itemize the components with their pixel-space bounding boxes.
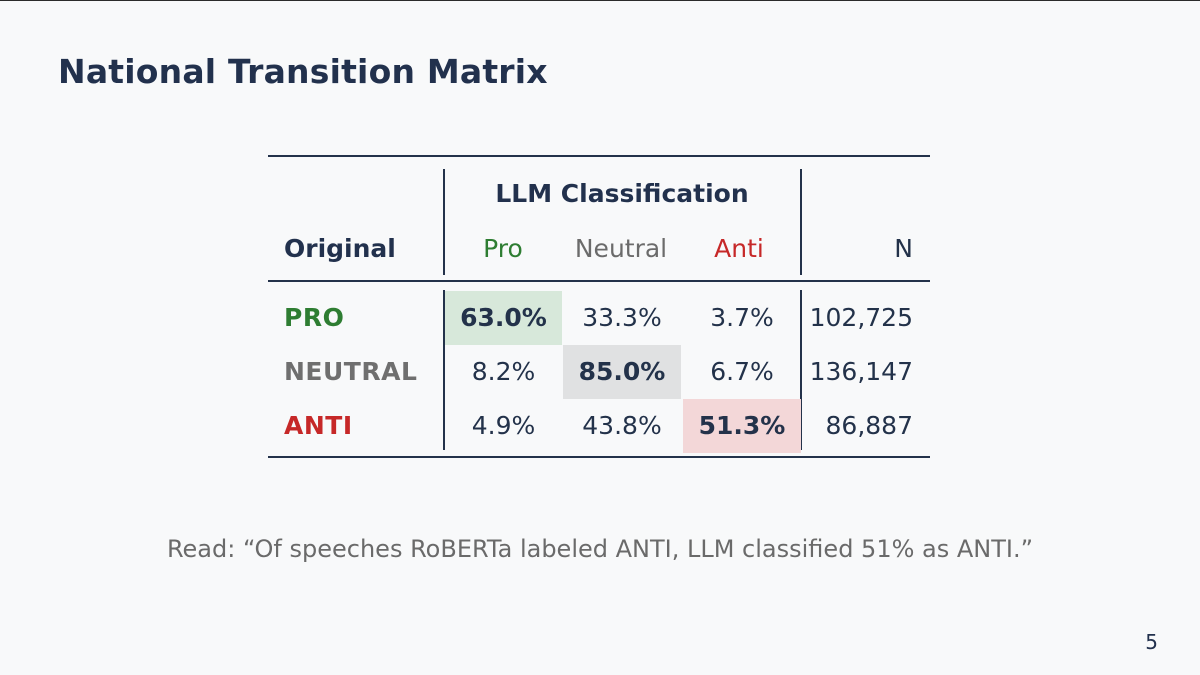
neutral-column-header: Neutral bbox=[574, 234, 668, 263]
llm-classification-header: LLM Classification bbox=[495, 179, 749, 208]
row-label-neutral: NEUTRAL bbox=[284, 357, 418, 386]
row-label-anti: ANTI bbox=[284, 411, 353, 440]
cell-anti-n: 86,887 bbox=[825, 411, 913, 440]
cell-pro-n: 102,725 bbox=[809, 303, 913, 332]
cell-anti-anti: 51.3% bbox=[683, 399, 801, 453]
table-header-rule bbox=[268, 280, 930, 282]
cell-anti-pro: 4.9% bbox=[471, 411, 536, 440]
table-bottom-rule bbox=[268, 456, 930, 458]
top-border-line bbox=[0, 0, 1200, 1]
cell-neutral-anti: 6.7% bbox=[710, 357, 774, 386]
cell-anti-neutral: 43.8% bbox=[582, 411, 662, 440]
page-number: 5 bbox=[1145, 630, 1158, 654]
table-divider-left bbox=[443, 290, 445, 450]
cell-pro-anti: 3.7% bbox=[710, 303, 774, 332]
row-label-pro: PRO bbox=[284, 303, 345, 332]
n-column-header: N bbox=[894, 234, 913, 263]
table-divider-right bbox=[800, 290, 802, 450]
pro-column-header: Pro bbox=[483, 234, 523, 263]
cell-pro-neutral: 33.3% bbox=[582, 303, 662, 332]
anti-column-header: Anti bbox=[714, 234, 764, 263]
cell-pro-pro: 63.0% bbox=[445, 291, 562, 345]
slide-title: National Transition Matrix bbox=[58, 52, 548, 91]
table-divider-left bbox=[443, 169, 445, 275]
table-divider-right bbox=[800, 169, 802, 275]
table-top-rule bbox=[268, 155, 930, 157]
cell-neutral-neutral: 85.0% bbox=[563, 345, 681, 399]
reading-note: Read: “Of speeches RoBERTa labeled ANTI,… bbox=[166, 535, 1034, 563]
original-column-header: Original bbox=[284, 234, 396, 263]
cell-neutral-pro: 8.2% bbox=[471, 357, 536, 386]
cell-neutral-n: 136,147 bbox=[809, 357, 913, 386]
